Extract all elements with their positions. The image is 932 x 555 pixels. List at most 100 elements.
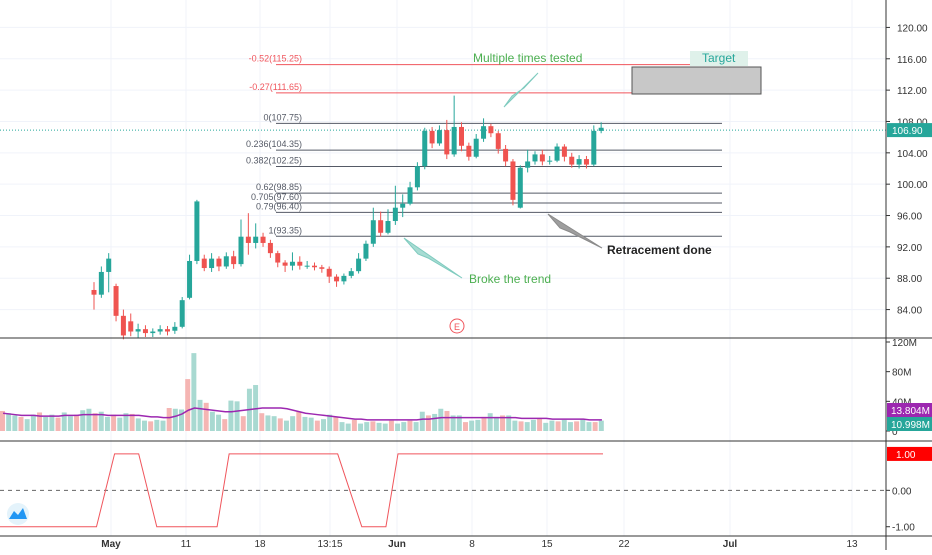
volume-bar	[43, 416, 49, 431]
volume-bar	[166, 408, 172, 431]
volume-bar	[296, 411, 302, 431]
volume-bar	[567, 422, 573, 431]
candle-body	[517, 167, 523, 208]
candle-body	[422, 130, 428, 167]
volume-bar	[321, 419, 326, 431]
fib-label: -0.27(111.65)	[249, 82, 302, 92]
volume-bar	[271, 416, 277, 431]
volume-bar	[469, 420, 475, 431]
grid-lines	[0, 0, 886, 536]
candle-body	[165, 329, 170, 332]
volume-bar	[80, 410, 86, 431]
candle-body	[561, 146, 567, 157]
candle-body	[312, 265, 317, 268]
volume-bar	[475, 419, 481, 431]
volume-bar	[580, 419, 586, 431]
volume-bar	[24, 419, 30, 431]
volume-bar	[240, 416, 246, 431]
earnings-marker[interactable]	[449, 318, 465, 334]
candle-body	[135, 329, 141, 332]
fib-label: 1(93.35)	[268, 225, 302, 235]
candle-body	[392, 207, 398, 222]
volume-bar	[277, 418, 283, 431]
volume-bar	[512, 420, 518, 431]
volume-bar	[549, 420, 555, 431]
volume-ma-tag	[887, 403, 932, 417]
time-tick-label: May	[101, 539, 121, 550]
fib-label: -0.52(115.25)	[249, 54, 302, 64]
candle-body	[481, 126, 487, 139]
arrow-retracement	[547, 213, 603, 249]
candle-body	[223, 256, 229, 267]
volume-bar	[463, 422, 468, 431]
volume-bar	[67, 416, 73, 431]
volume-tick-label: 80M	[892, 368, 911, 379]
volume-tick-label: 0	[892, 427, 898, 438]
volume-bar	[481, 416, 487, 431]
arrow-multiple-tested	[503, 72, 539, 108]
oscillator-line	[0, 453, 603, 528]
volume-bar	[290, 416, 296, 431]
fib-label: 0.236(104.35)	[246, 139, 302, 149]
candle-body	[466, 145, 472, 157]
volume-bar	[129, 413, 135, 431]
target-label: Target	[702, 51, 736, 65]
candle-body	[370, 220, 376, 244]
candle-body	[414, 166, 420, 188]
volume-bar	[37, 412, 43, 431]
candle-body	[532, 154, 538, 162]
annotation-broke-trend: Broke the trend	[469, 272, 551, 286]
volume-bar	[327, 414, 333, 431]
candle-body	[120, 315, 126, 336]
fib-label: 0(107.75)	[263, 112, 302, 122]
tradingview-logo-mark	[9, 508, 27, 519]
price-tick-label: 100.00	[897, 180, 928, 191]
volume-bar	[55, 417, 61, 431]
candle-body	[576, 159, 582, 165]
candle-body	[334, 276, 340, 282]
volume-bar	[456, 415, 462, 431]
target-zone	[631, 66, 762, 95]
volume-bar	[203, 402, 209, 431]
candle-body	[267, 242, 273, 254]
volume-bar	[302, 416, 308, 431]
candle-body	[216, 258, 222, 267]
candle-body	[91, 289, 97, 295]
candle-body	[341, 275, 347, 282]
volume-last-tag	[887, 417, 932, 431]
time-axis[interactable]: May 11 18 13:15 Jun 8 15 22 Jul 13	[101, 539, 858, 550]
volume-bar	[141, 420, 147, 431]
volume-bar	[30, 414, 36, 431]
volume-bar	[592, 422, 598, 431]
candle-body	[106, 258, 112, 272]
volume-bar	[172, 408, 178, 431]
volume-bar	[222, 419, 228, 431]
candle-body	[554, 146, 560, 161]
volume-bar	[555, 421, 561, 431]
candle-body	[510, 161, 516, 200]
volume-bar	[345, 423, 351, 431]
volume-bar	[92, 413, 98, 431]
candle-body	[275, 253, 281, 263]
volume-bar	[574, 421, 580, 431]
volume-bar	[413, 422, 419, 431]
tradingview-logo[interactable]	[7, 503, 29, 525]
candle-body	[348, 271, 354, 276]
candle-body	[488, 126, 494, 134]
volume-bar	[432, 413, 438, 431]
volume-bar	[117, 417, 123, 431]
time-tick-label: 22	[618, 539, 630, 550]
price-tick-label: 116.00	[897, 55, 927, 66]
volume-bar	[216, 414, 222, 431]
volume-bar	[333, 416, 339, 431]
price-axis[interactable]: 84.00 88.00 92.00 96.00 100.00 104.00 108.00 11…	[886, 23, 932, 534]
volume-bar	[179, 409, 185, 431]
annotation-retracement: Retracement done	[607, 243, 712, 257]
candle-body	[150, 331, 156, 334]
volume-bar	[111, 414, 117, 431]
candle-body	[598, 127, 604, 131]
volume-tick-label: 120M	[892, 338, 917, 349]
time-tick-label: Jun	[388, 539, 406, 550]
